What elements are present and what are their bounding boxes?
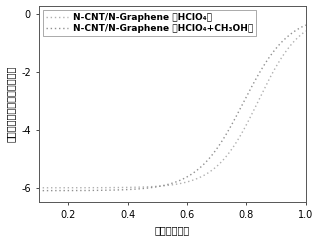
Y-axis label: 电流密度（毫安／平方厘米）: 电流密度（毫安／平方厘米）: [5, 66, 16, 142]
N-CNT/N-Graphene （HClO₄+CH₃OH）: [37, 189, 41, 192]
Line: N-CNT/N-Graphene （HClO₄+CH₃OH）: N-CNT/N-Graphene （HClO₄+CH₃OH）: [39, 25, 306, 191]
N-CNT/N-Graphene （HClO₄）: [181, 181, 185, 184]
Line: N-CNT/N-Graphene （HClO₄）: N-CNT/N-Graphene （HClO₄）: [39, 31, 306, 188]
N-CNT/N-Graphene （HClO₄）: [298, 35, 301, 38]
N-CNT/N-Graphene （HClO₄）: [256, 101, 260, 104]
N-CNT/N-Graphene （HClO₄）: [304, 29, 308, 32]
N-CNT/N-Graphene （HClO₄+CH₃OH）: [181, 177, 185, 180]
N-CNT/N-Graphene （HClO₄）: [196, 177, 199, 180]
X-axis label: 电势（伏特）: 电势（伏特）: [154, 225, 190, 235]
N-CNT/N-Graphene （HClO₄）: [37, 186, 41, 189]
N-CNT/N-Graphene （HClO₄+CH₃OH）: [164, 184, 167, 187]
N-CNT/N-Graphene （HClO₄+CH₃OH）: [256, 74, 260, 77]
N-CNT/N-Graphene （HClO₄+CH₃OH）: [298, 27, 301, 30]
N-CNT/N-Graphene （HClO₄+CH₃OH）: [165, 183, 169, 186]
N-CNT/N-Graphene （HClO₄+CH₃OH）: [304, 24, 308, 27]
N-CNT/N-Graphene （HClO₄）: [164, 184, 167, 187]
N-CNT/N-Graphene （HClO₄）: [165, 184, 169, 187]
Legend: N-CNT/N-Graphene （HClO₄）, N-CNT/N-Graphene （HClO₄+CH₃OH）: N-CNT/N-Graphene （HClO₄）, N-CNT/N-Graphe…: [43, 10, 256, 36]
N-CNT/N-Graphene （HClO₄+CH₃OH）: [196, 168, 199, 171]
